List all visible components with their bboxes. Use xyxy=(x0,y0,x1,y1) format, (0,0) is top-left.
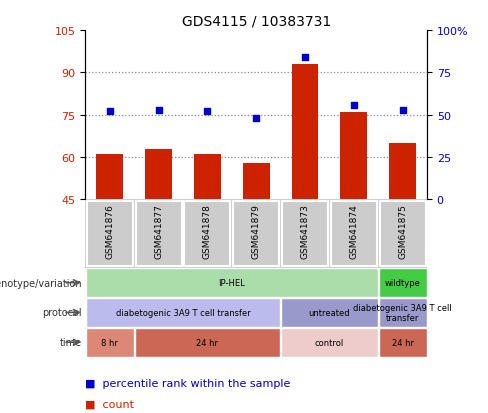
Point xyxy=(301,55,309,61)
FancyBboxPatch shape xyxy=(331,201,377,267)
FancyBboxPatch shape xyxy=(136,201,182,267)
Text: 8 hr: 8 hr xyxy=(102,338,118,347)
FancyBboxPatch shape xyxy=(86,268,378,297)
FancyBboxPatch shape xyxy=(135,328,280,357)
FancyBboxPatch shape xyxy=(379,298,427,327)
FancyBboxPatch shape xyxy=(233,201,279,267)
FancyBboxPatch shape xyxy=(282,201,328,267)
Text: GSM641875: GSM641875 xyxy=(398,203,407,258)
FancyBboxPatch shape xyxy=(379,328,427,357)
Text: time: time xyxy=(60,337,82,347)
Text: GSM641879: GSM641879 xyxy=(252,203,261,258)
FancyBboxPatch shape xyxy=(380,201,426,267)
Title: GDS4115 / 10383731: GDS4115 / 10383731 xyxy=(182,14,331,28)
Text: untreated: untreated xyxy=(308,308,350,317)
Text: wildtype: wildtype xyxy=(385,278,421,287)
Bar xyxy=(145,149,172,200)
Text: GSM641878: GSM641878 xyxy=(203,203,212,258)
Bar xyxy=(194,155,221,200)
Text: GSM641876: GSM641876 xyxy=(105,203,114,258)
Text: IP-HEL: IP-HEL xyxy=(219,278,245,287)
Text: GSM641874: GSM641874 xyxy=(349,203,358,258)
Text: 24 hr: 24 hr xyxy=(391,338,414,347)
FancyBboxPatch shape xyxy=(86,298,280,327)
Bar xyxy=(243,163,269,200)
Point xyxy=(350,102,358,109)
Text: ■  count: ■ count xyxy=(85,399,134,409)
Point xyxy=(106,109,114,115)
Text: diabetogenic 3A9 T cell transfer: diabetogenic 3A9 T cell transfer xyxy=(116,308,250,317)
FancyBboxPatch shape xyxy=(281,298,378,327)
Bar xyxy=(292,65,319,200)
Text: diabetogenic 3A9 T cell
transfer: diabetogenic 3A9 T cell transfer xyxy=(353,303,452,322)
Point xyxy=(252,116,260,122)
Point xyxy=(155,107,163,114)
Bar xyxy=(96,155,123,200)
Text: GSM641877: GSM641877 xyxy=(154,203,163,258)
Point xyxy=(203,109,211,115)
FancyBboxPatch shape xyxy=(87,201,133,267)
Text: protocol: protocol xyxy=(42,308,82,318)
FancyBboxPatch shape xyxy=(184,201,230,267)
Text: ■  percentile rank within the sample: ■ percentile rank within the sample xyxy=(85,378,291,388)
Text: GSM641873: GSM641873 xyxy=(301,203,309,258)
FancyBboxPatch shape xyxy=(379,268,427,297)
FancyBboxPatch shape xyxy=(281,328,378,357)
FancyBboxPatch shape xyxy=(86,328,134,357)
Text: 24 hr: 24 hr xyxy=(196,338,219,347)
Text: genotype/variation: genotype/variation xyxy=(0,278,82,288)
Text: control: control xyxy=(315,338,344,347)
Bar xyxy=(389,144,416,200)
Bar xyxy=(340,113,367,200)
Point xyxy=(399,107,407,114)
